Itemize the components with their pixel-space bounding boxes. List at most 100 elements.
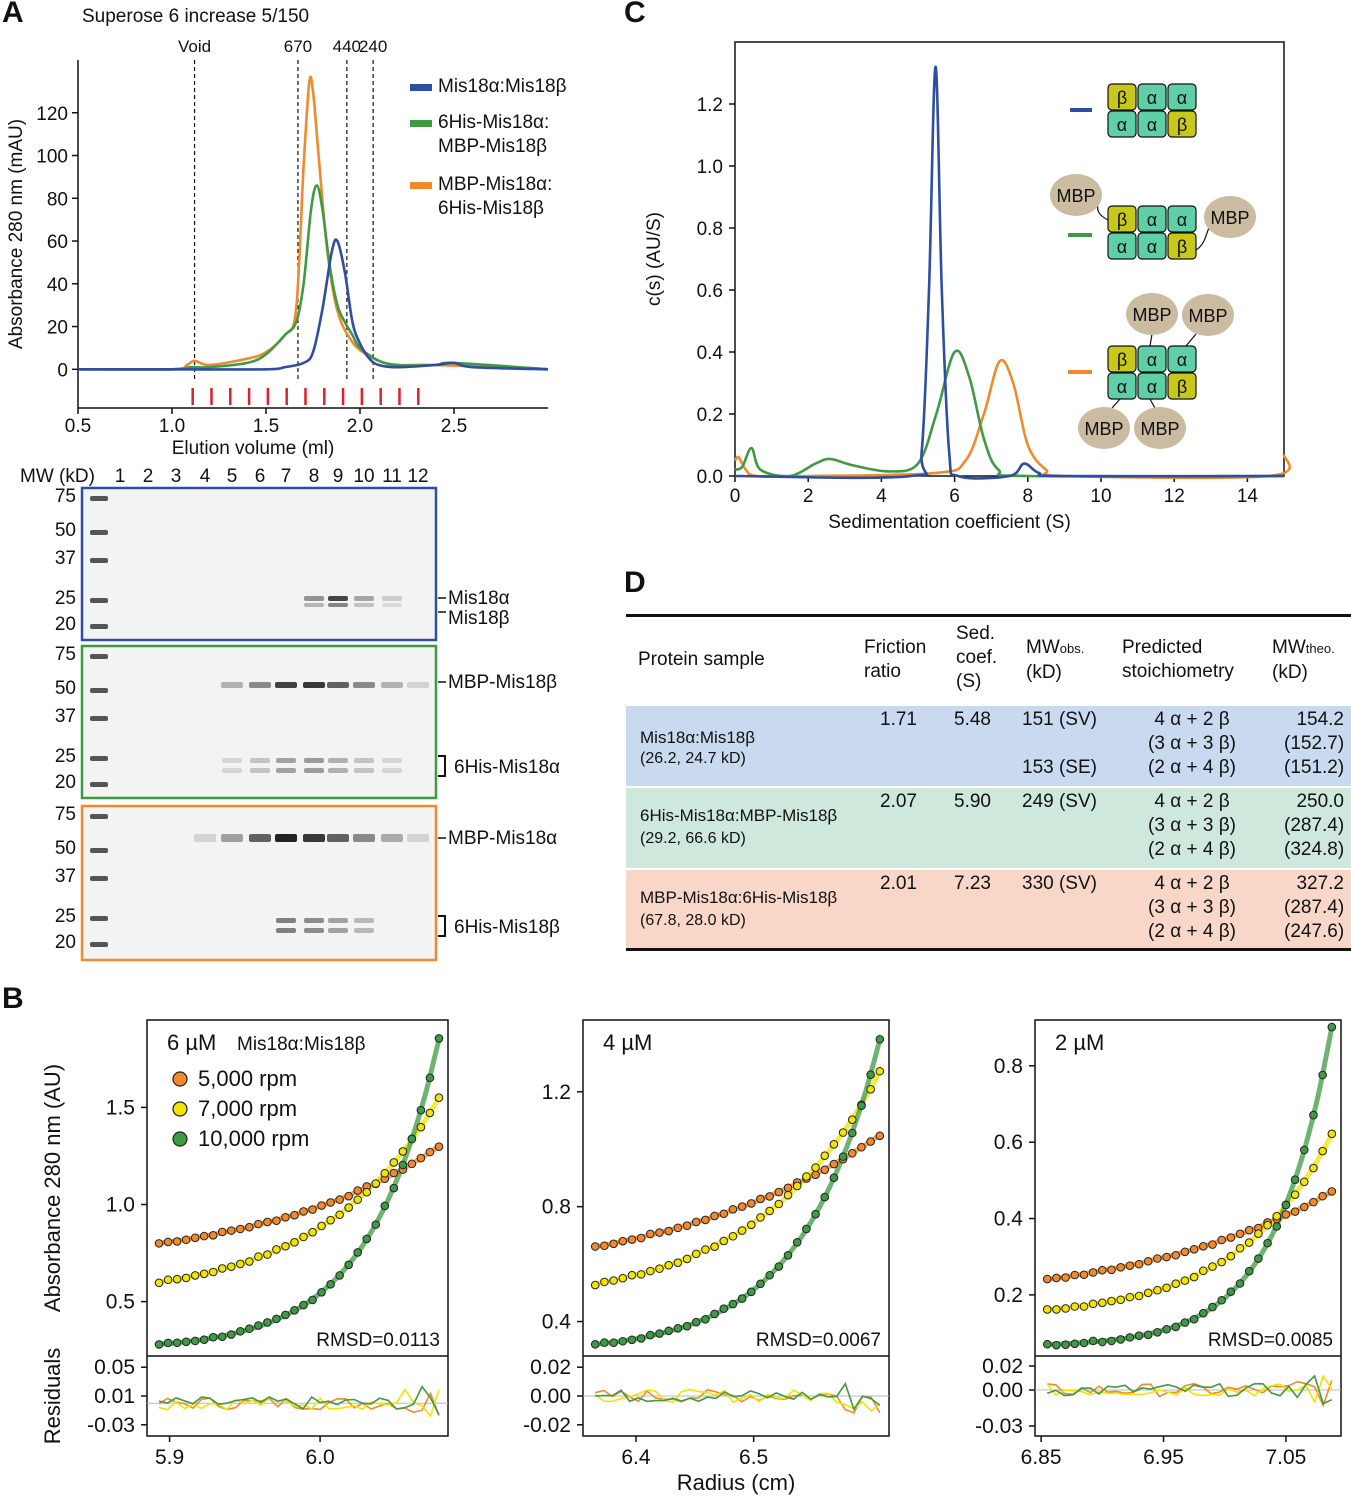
sec-y-tick-label: 100 [36, 147, 68, 168]
sec-y-tick-label: 40 [47, 275, 68, 296]
b-data-point [1088, 1299, 1098, 1309]
b-data-point [1318, 1070, 1327, 1080]
gel-band [276, 758, 296, 763]
gel-band [249, 834, 271, 842]
mbp-label: MBP [1056, 186, 1095, 206]
b-data-point [710, 1242, 719, 1252]
b-data-point [1208, 1240, 1217, 1249]
legend-label: Mis18α:Mis18β [438, 76, 567, 97]
schem3-subunit [1137, 372, 1167, 400]
gel-band [354, 928, 374, 933]
b-data-point [199, 1269, 209, 1279]
b-data-point [1318, 1191, 1327, 1201]
schem3-subunit-label: β [1117, 350, 1127, 370]
header-mw-theo-main: MW [1272, 637, 1306, 658]
header-mw-theo-unit: (kD) [1272, 662, 1308, 683]
b-data-point [838, 1128, 848, 1137]
b-data-point [1116, 1263, 1125, 1272]
b-data-point [1107, 1336, 1116, 1346]
b-data-point [600, 1241, 609, 1251]
b-data-point [226, 1226, 236, 1235]
b-data-point [682, 1254, 692, 1264]
b-data-point [655, 1329, 664, 1338]
schem2-subunit-label: β [1117, 210, 1127, 230]
gel-band [407, 834, 429, 842]
res-y-tick-label: -0.03 [975, 1415, 1023, 1438]
gel-frame [80, 644, 438, 800]
b-data-point [756, 1279, 765, 1289]
b-data-point [792, 1181, 802, 1191]
b-data-point [1309, 1163, 1318, 1173]
residual-trace [595, 1388, 881, 1414]
b-data-point [1143, 1256, 1153, 1266]
band-label: MBP-Mis18α [448, 828, 557, 849]
gel-band [327, 682, 349, 688]
b-data-point [774, 1187, 784, 1197]
b-data-point [774, 1199, 784, 1209]
row1-friction: 1.71 [880, 709, 917, 730]
mw-label: 50 [55, 678, 76, 699]
b-data-point [263, 1250, 272, 1259]
b-data-point [774, 1262, 784, 1271]
b-data-point [1327, 1129, 1337, 1139]
gel-band [304, 758, 324, 763]
b-rmsd: RMSD=0.0085 [1208, 1330, 1333, 1351]
row3-mwtheo: 327.2 (287.4) (247.6) [1284, 873, 1345, 942]
mbp-label: MBP [1084, 419, 1123, 439]
cs-x-tick-label: 4 [876, 486, 887, 507]
marker-label: 670 [284, 37, 312, 56]
gel-band [222, 758, 242, 763]
b-y-tick-label: 0.4 [994, 1208, 1024, 1231]
b-data-point [1061, 1340, 1070, 1349]
gel-band [304, 603, 324, 607]
b-data-point [335, 1210, 344, 1220]
b-data-point [783, 1190, 793, 1200]
b-legend-label: 10,000 rpm [198, 1126, 309, 1151]
b-data-point [847, 1128, 857, 1138]
b-data-point [1290, 1175, 1300, 1184]
b-data-point [208, 1332, 218, 1342]
b-data-point [353, 1195, 363, 1204]
b-data-point [636, 1334, 646, 1343]
b-data-point [1143, 1288, 1153, 1298]
sec-series-line [77, 184, 549, 371]
gel-lane-label: 8 [309, 466, 320, 487]
schem3-subunit [1107, 372, 1137, 400]
b-data-point [434, 1034, 444, 1043]
b-data-point [1079, 1302, 1089, 1311]
header-mw-theo-sub: theo. [1305, 641, 1335, 656]
b-data-point [434, 1142, 444, 1151]
schem3-subunit-label: α [1117, 377, 1127, 397]
b-data-point [371, 1179, 381, 1188]
b-data-point [1217, 1295, 1226, 1305]
b-data-point [362, 1234, 372, 1244]
b-data-point [728, 1231, 738, 1241]
b-data-point [425, 1147, 435, 1157]
sec-y-tick-label: 20 [47, 318, 68, 339]
b-data-point [756, 1213, 765, 1222]
sec-chart: Superose 6 increase 5/150 0.5 1.0 1.5 2.0 2.5… [6, 6, 567, 459]
b-data-point [765, 1270, 774, 1280]
b-data-point [1189, 1244, 1199, 1254]
gel-mw-header: MW (kD) [20, 466, 95, 487]
mw-label: 20 [55, 614, 76, 635]
b-frame [146, 1019, 449, 1437]
b-data-point [1290, 1190, 1300, 1199]
b-data-point [1042, 1339, 1052, 1349]
b-data-point [710, 1309, 719, 1319]
linker [1185, 333, 1197, 347]
b-data-point [1134, 1331, 1144, 1340]
b-data-point [172, 1338, 182, 1348]
b-data-point [1272, 1222, 1282, 1231]
mbp-blob [1126, 293, 1178, 335]
cs-y-tick-label: 0.2 [697, 405, 723, 426]
b-y-tick-label: 1.2 [542, 1081, 571, 1104]
b-data-point [875, 1034, 885, 1044]
b-data-point [756, 1194, 765, 1204]
b-data-point [380, 1168, 390, 1178]
b-data-point [1244, 1238, 1254, 1247]
b-y-tick-label: 0.2 [994, 1284, 1023, 1307]
gel-band [328, 918, 348, 923]
b-data-point [1143, 1330, 1153, 1340]
